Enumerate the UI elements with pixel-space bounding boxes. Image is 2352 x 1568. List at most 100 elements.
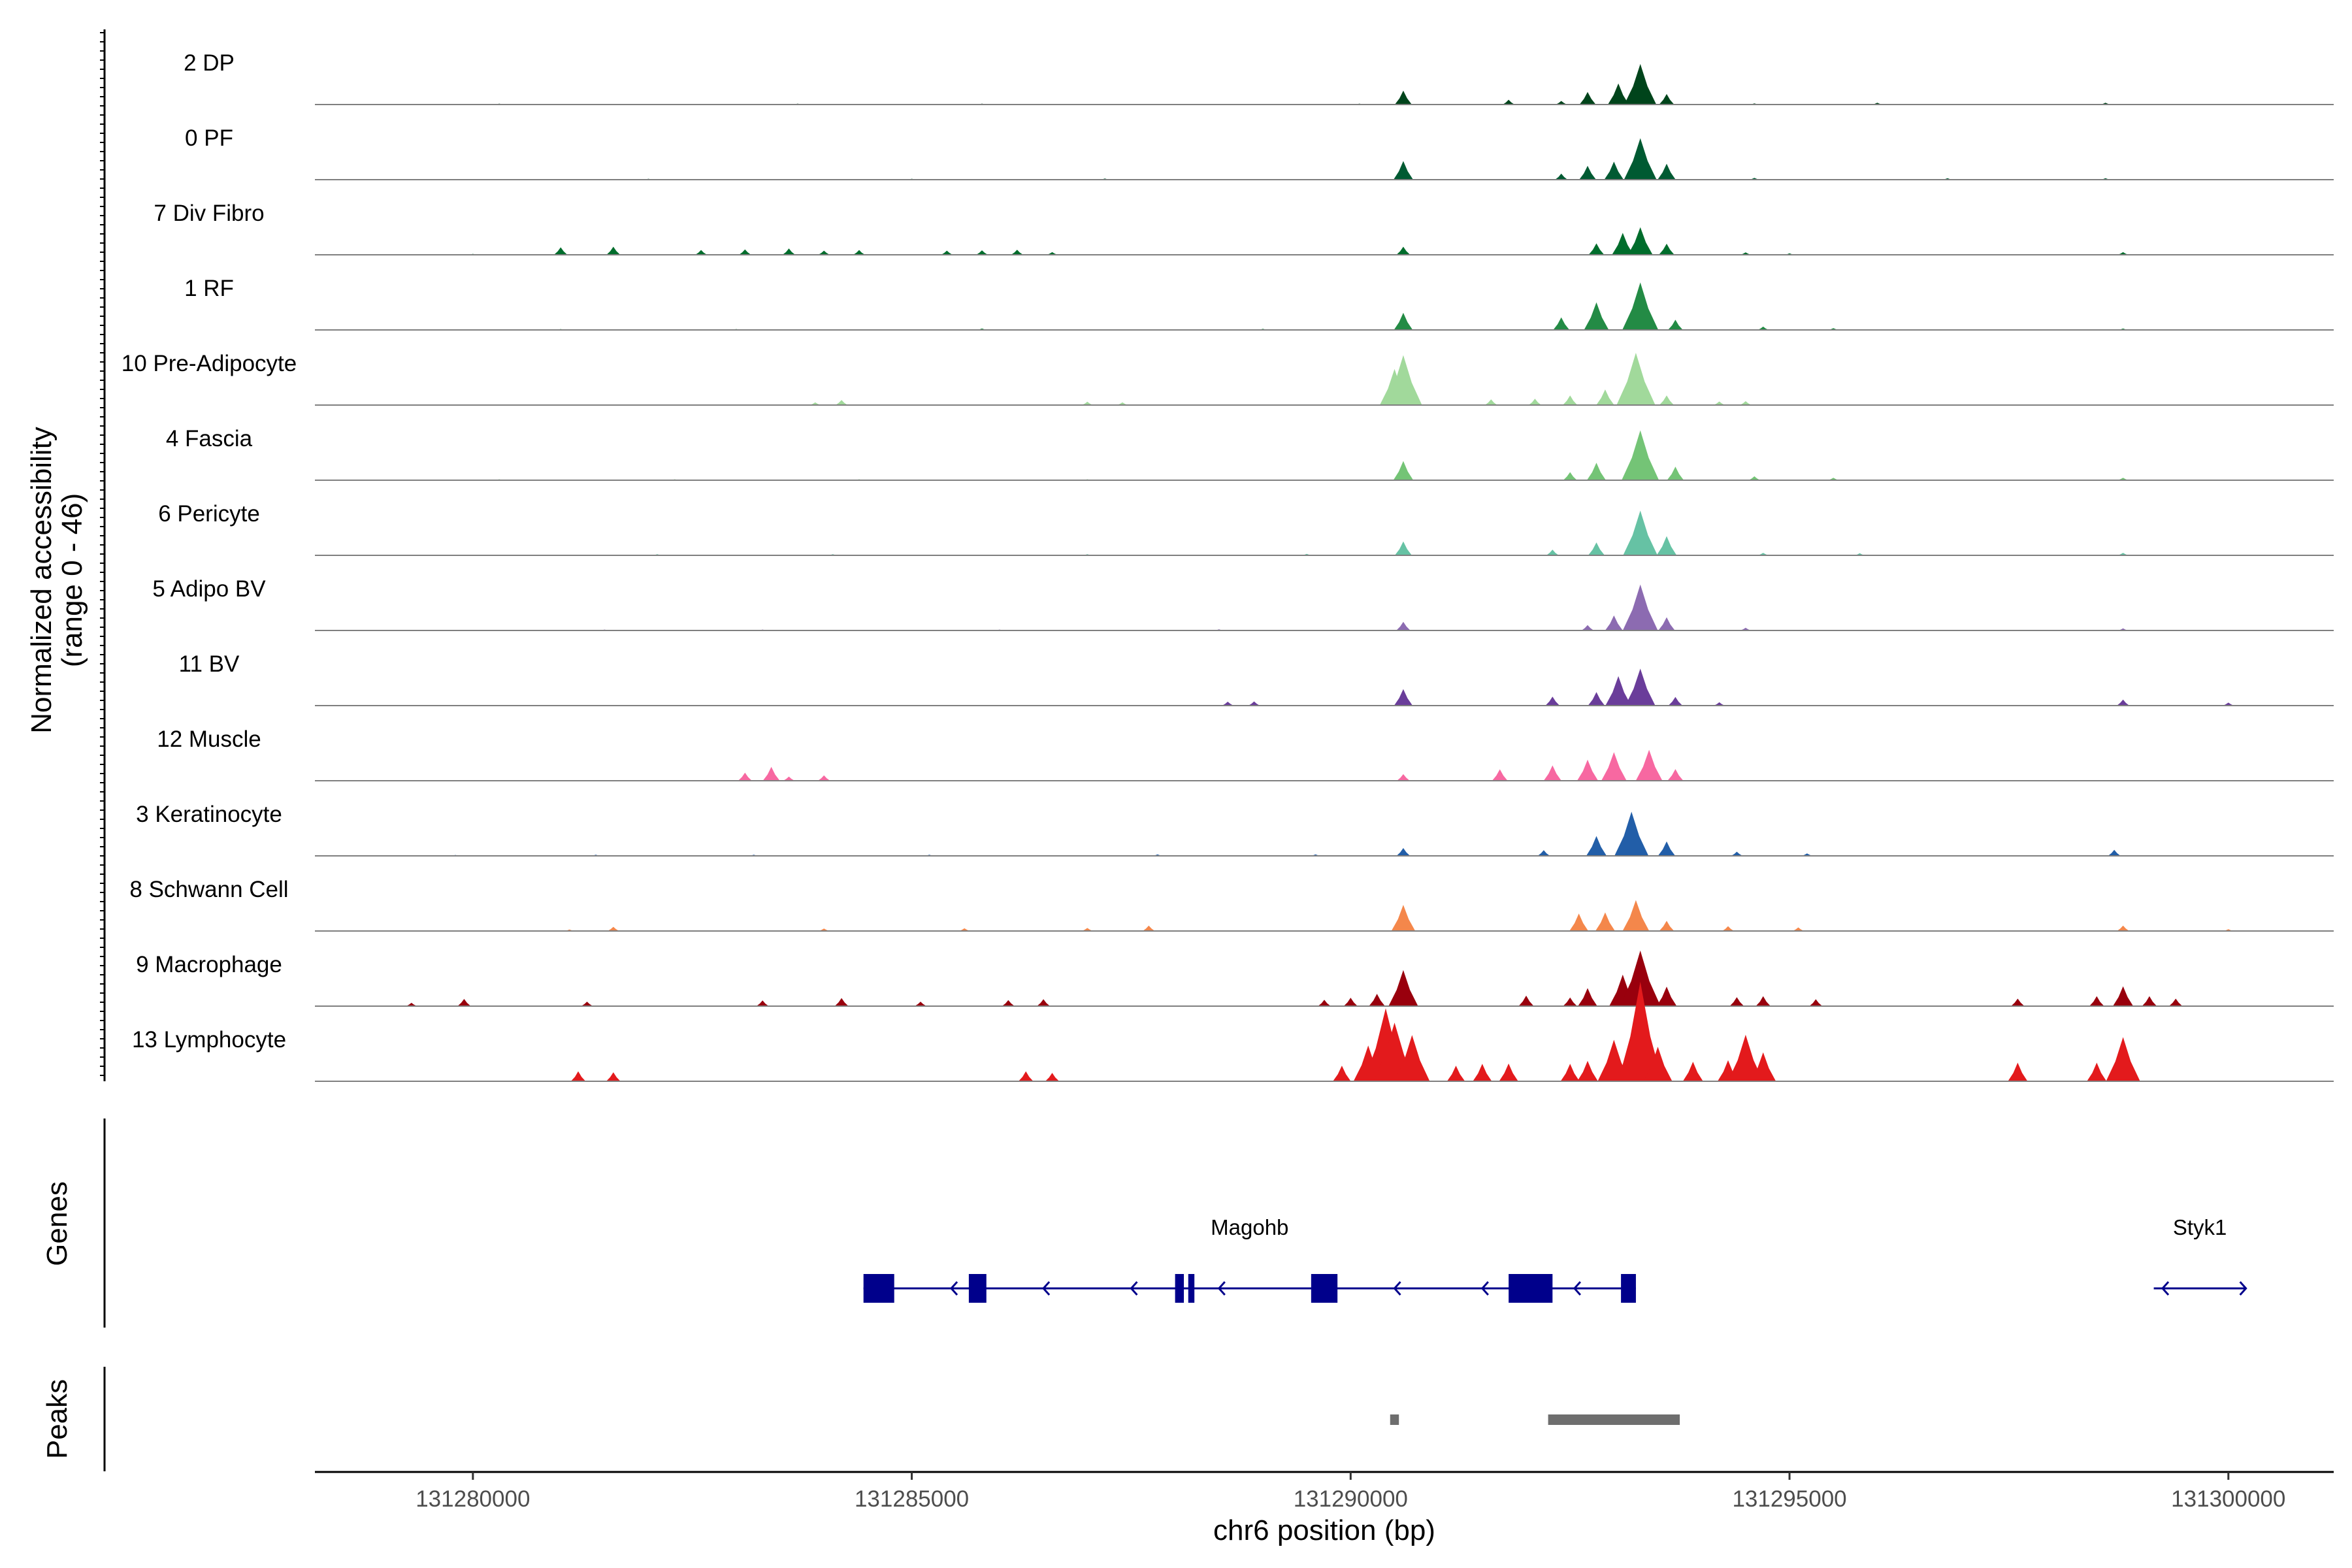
coverage-peak xyxy=(976,250,988,255)
gene-magohb: Magohb xyxy=(863,1215,1636,1303)
coverage-peak xyxy=(1792,927,1804,931)
coverage-peak xyxy=(608,926,619,931)
x-axis-tick-label: 131285000 xyxy=(855,1486,969,1512)
coverage-peak xyxy=(1553,317,1570,330)
coverage-peak xyxy=(783,776,795,781)
coverage-peak xyxy=(1492,769,1508,781)
coverage-peak xyxy=(1622,282,1659,330)
coverage-peak xyxy=(1622,900,1650,931)
coverage-peak xyxy=(1668,696,1683,706)
coverage-peak xyxy=(1714,702,1725,706)
track-6-pericyte: 6 Pericyte xyxy=(158,501,2334,556)
coverage-peak xyxy=(1396,848,1411,856)
coverage-peak xyxy=(1499,1063,1518,1081)
coverage-peak xyxy=(762,766,780,781)
coverage-peak xyxy=(1601,752,1627,781)
coverage-peak xyxy=(1397,774,1410,781)
coverage-peak xyxy=(1588,692,1605,706)
gene-strand-arrow xyxy=(1130,1281,1138,1296)
coverage-peak xyxy=(1740,627,1751,630)
gene-strand-arrow xyxy=(1393,1281,1401,1296)
coverage-peak xyxy=(1396,621,1411,630)
coverage-peak xyxy=(1537,850,1550,856)
x-axis-tick-label: 131295000 xyxy=(1732,1486,1846,1512)
track-label: 8 Schwann Cell xyxy=(129,877,288,902)
coverage-peak xyxy=(1581,625,1594,630)
coverage-peak xyxy=(1579,91,1596,105)
coverage-peak xyxy=(756,1000,769,1006)
coverage-peak xyxy=(1396,246,1411,255)
coverage-peak xyxy=(1343,998,1358,1006)
track-label: 0 PF xyxy=(185,125,233,151)
coverage-peak xyxy=(1658,163,1676,180)
track-0-pf: 0 PF xyxy=(185,125,2334,180)
coverage-peak xyxy=(2106,1037,2140,1081)
coverage-peak xyxy=(941,250,953,255)
coverage-peak xyxy=(1560,1064,1580,1081)
gene-exon xyxy=(1175,1274,1184,1303)
coverage-peak xyxy=(782,248,796,255)
gene-label: Styk1 xyxy=(2173,1215,2227,1239)
coverage-peak xyxy=(835,400,848,405)
coverage-peak xyxy=(834,998,849,1006)
coverage-peak xyxy=(915,1002,926,1006)
coverage-peak xyxy=(1446,1066,1465,1081)
coverage-peak xyxy=(1563,395,1578,405)
coverage-peak xyxy=(1608,83,1629,105)
coverage-peak xyxy=(1658,617,1675,630)
coverage-peak xyxy=(1518,995,1534,1006)
track-5-adipo-bv: 5 Adipo BV xyxy=(152,576,2334,631)
gene-strand-arrow xyxy=(1573,1281,1582,1296)
track-label: 10 Pre-Adipocyte xyxy=(122,351,297,376)
coverage-peak xyxy=(1528,399,1542,405)
y-axis-title-line1: Normalized accessibility xyxy=(25,427,57,733)
track-13-lymphocyte: 13 Lymphocyte xyxy=(132,981,2334,1082)
coverage-peak xyxy=(1045,1073,1060,1081)
track-label: 3 Keratinocyte xyxy=(136,802,282,827)
track-label: 4 Fascia xyxy=(166,426,253,451)
coverage-peak xyxy=(1047,252,1058,255)
track-label: 2 DP xyxy=(184,50,235,76)
coverage-peak xyxy=(553,247,568,255)
coverage-peak xyxy=(959,928,970,931)
coverage-peak xyxy=(1624,138,1657,180)
coverage-peak xyxy=(1222,702,1233,706)
coverage-peak xyxy=(2108,849,2121,856)
track-12-muscle: 12 Muscle xyxy=(157,727,2334,781)
coverage-peak xyxy=(1037,999,1051,1006)
coverage-peak xyxy=(1369,994,1385,1006)
y-axis-title-line2: (range 0 - 46) xyxy=(56,493,88,668)
coverage-peak xyxy=(2089,996,2104,1006)
track-2-dp: 2 DP xyxy=(184,50,2334,105)
peak-region xyxy=(1548,1414,1680,1425)
coverage-peak xyxy=(2117,699,2130,706)
coverage-peak xyxy=(1622,584,1658,630)
track-9-macrophage: 9 Macrophage xyxy=(136,950,2334,1007)
track-1-rf: 1 RF xyxy=(184,276,2334,331)
coverage-peak xyxy=(1393,461,1414,480)
coverage-peak xyxy=(1750,1052,1776,1081)
coverage-peak xyxy=(1809,999,1823,1006)
coverage-peak xyxy=(1248,701,1260,706)
coverage-peak xyxy=(1722,926,1735,931)
coverage-peak xyxy=(1011,250,1023,255)
x-axis-tick-label: 131300000 xyxy=(2171,1486,2285,1512)
coverage-peak xyxy=(1622,430,1659,480)
coverage-peak xyxy=(1596,389,1614,405)
gene-exon xyxy=(1188,1274,1195,1303)
coverage-peak xyxy=(1563,997,1577,1006)
coverage-peak xyxy=(2117,252,2129,255)
coverage-peak xyxy=(1612,233,1634,255)
gene-exon xyxy=(1509,1274,1553,1303)
coverage-peak xyxy=(1388,970,1418,1006)
x-axis-title: chr6 position (bp) xyxy=(1213,1514,1435,1546)
track-10-pre-adipocyte: 10 Pre-Adipocyte xyxy=(122,351,2334,406)
coverage-peak xyxy=(1555,173,1568,180)
coverage-peak xyxy=(1727,1034,1763,1081)
coverage-peak xyxy=(1659,921,1674,931)
track-label: 6 Pericyte xyxy=(158,501,260,527)
gene-label: Magohb xyxy=(1211,1215,1288,1239)
coverage-peak xyxy=(1579,165,1596,180)
coverage-peak xyxy=(2168,998,2183,1006)
